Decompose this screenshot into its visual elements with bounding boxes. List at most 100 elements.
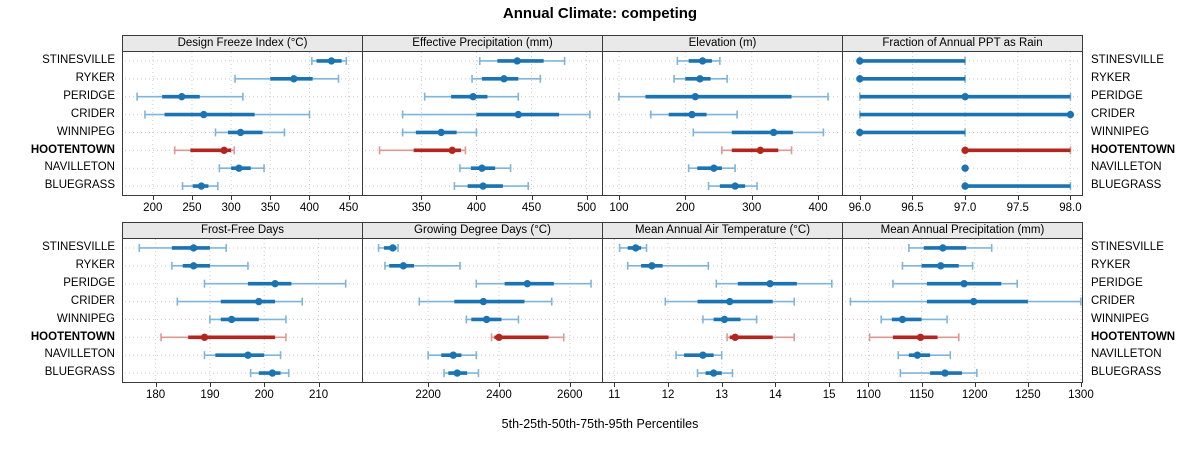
- axis-tick-label: 98.0: [1059, 202, 1082, 214]
- panel-plot-svg: [605, 239, 840, 382]
- city-label-bluegrass: BLUEGRASS: [44, 366, 115, 379]
- panel-plot-svg: [605, 52, 840, 195]
- axis-tick-mark: [498, 383, 500, 387]
- panel-5: Growing Degree Days (°C) 2200 2400 2600: [362, 222, 603, 404]
- axis-tick-label: 97.0: [953, 202, 977, 214]
- axis-tick-mark: [231, 196, 233, 200]
- panel-strip-title: Effective Precipitation (mm): [362, 35, 603, 52]
- axis-tick-mark: [974, 383, 976, 387]
- axis-tick-mark: [428, 383, 430, 387]
- axis-tick-label: 400: [466, 202, 487, 214]
- panel-axis: 1100 1150 1200 1250 1300: [843, 383, 1094, 404]
- city-labels-right: STINESVILLE RYKER PERIDGE CRIDER WINNIPEG HOO…: [1083, 222, 1200, 382]
- axis-tick-mark: [476, 196, 478, 200]
- axis-tick-label: 200: [675, 202, 695, 214]
- axis-tick-mark: [191, 196, 193, 200]
- axis-tick-label: 1250: [1015, 389, 1041, 401]
- axis-tick-mark: [155, 383, 157, 387]
- axis-tick-mark: [1027, 383, 1029, 387]
- axis-tick-label: 1300: [1068, 389, 1094, 401]
- panel-axis: 180 190 200 210: [123, 383, 362, 404]
- city-labels-left: STINESVILLE RYKER PERIDGE CRIDER WINNIPEG HOO…: [0, 222, 122, 382]
- axis-tick-label: 2600: [556, 389, 583, 401]
- panel-strip-title: Design Freeze Index (°C): [122, 35, 363, 52]
- panel-plot-area: [602, 239, 843, 383]
- city-label-winnipeg: WINNIPEG: [56, 125, 115, 138]
- axis-tick-label: 400: [299, 202, 320, 214]
- panel-strip-title: Mean Annual Precipitation (mm): [842, 222, 1083, 239]
- axis-tick-label: 1150: [909, 389, 934, 401]
- panel-plot-svg: [125, 239, 360, 382]
- panel-plot-svg: [845, 52, 1080, 195]
- axis-tick-label: 96.0: [848, 202, 872, 214]
- panel-plot-svg: [845, 239, 1082, 382]
- axis-tick-mark: [685, 196, 687, 200]
- axis-tick-label: 200: [254, 389, 274, 401]
- panel-plot-area: [602, 52, 843, 196]
- city-label-hootentown: HOOTENTOWN: [1091, 330, 1176, 343]
- axis-tick-mark: [829, 383, 831, 387]
- axis-tick-label: 1100: [856, 389, 881, 401]
- city-label-ryker: RYKER: [1091, 259, 1131, 272]
- panel-strip-title: Mean Annual Air Temperature (°C): [602, 222, 843, 239]
- city-label-hootentown: HOOTENTOWN: [1091, 143, 1176, 156]
- panel-0: Design Freeze Index (°C) 200 250 300 350 400 4…: [122, 35, 363, 217]
- axis-tick-mark: [569, 383, 571, 387]
- city-label-hootentown: HOOTENTOWN: [30, 330, 115, 343]
- city-labels-right: STINESVILLE RYKER PERIDGE CRIDER WINNIPEG HOO…: [1083, 35, 1200, 195]
- axis-tick-label: 15: [822, 389, 836, 401]
- panel-plot-svg: [365, 52, 600, 195]
- axis-tick-mark: [667, 383, 669, 387]
- axis-tick-mark: [775, 383, 777, 387]
- panel-plot-area: [122, 52, 363, 196]
- panel-2: Elevation (m) 100 200 300 400: [602, 35, 843, 217]
- panel-3: Fraction of Annual PPT as Rain 96.0 96.5 97…: [842, 35, 1083, 217]
- city-label-stinesville: STINESVILLE: [1091, 54, 1164, 67]
- panel-4: Frost-Free Days 180 190 200 210: [122, 222, 363, 404]
- city-label-winnipeg: WINNIPEG: [1091, 125, 1150, 138]
- city-label-bluegrass: BLUEGRASS: [1091, 366, 1162, 379]
- city-label-peridge: PERIDGE: [1091, 89, 1143, 102]
- axis-tick-mark: [264, 383, 266, 387]
- city-labels-left: STINESVILLE RYKER PERIDGE CRIDER WINNIPEG HOO…: [0, 35, 122, 195]
- axis-tick-label: 500: [576, 202, 597, 214]
- axis-tick-label: 180: [145, 389, 166, 401]
- axis-tick-mark: [152, 196, 154, 200]
- axis-tick-mark: [586, 196, 588, 200]
- axis-tick-mark: [818, 196, 820, 200]
- axis-tick-label: 450: [339, 202, 359, 214]
- axis-tick-label: 200: [143, 202, 163, 214]
- panel-plot-area: [122, 239, 363, 383]
- axis-tick-label: 250: [182, 202, 202, 214]
- city-label-crider: CRIDER: [70, 107, 115, 120]
- city-label-bluegrass: BLUEGRASS: [1091, 179, 1162, 192]
- panel-plot-area: [362, 52, 603, 196]
- axis-tick-label: 14: [768, 389, 782, 401]
- axis-tick-mark: [614, 383, 616, 387]
- city-label-crider: CRIDER: [1091, 294, 1136, 307]
- axis-tick-label: 96.5: [901, 202, 924, 214]
- panel-axis: 11 12 13 14 15: [603, 383, 842, 404]
- panel-axis: 350 400 450 500: [363, 196, 602, 217]
- axis-tick-mark: [348, 196, 350, 200]
- city-label-peridge: PERIDGE: [63, 276, 115, 289]
- axis-tick-label: 190: [200, 389, 220, 401]
- city-label-bluegrass: BLUEGRASS: [44, 179, 115, 192]
- axis-tick-mark: [751, 196, 753, 200]
- panel-plot-area: [362, 239, 603, 383]
- city-label-ryker: RYKER: [1091, 72, 1131, 85]
- chart-title: Annual Climate: competing: [502, 5, 698, 22]
- city-label-stinesville: STINESVILLE: [42, 54, 115, 67]
- panel-axis: 100 200 300 400: [603, 196, 842, 217]
- axis-tick-mark: [618, 196, 620, 200]
- axis-tick-mark: [209, 383, 211, 387]
- axis-tick-mark: [1017, 196, 1019, 200]
- axis-tick-mark: [859, 196, 861, 200]
- axis-tick-label: 210: [308, 389, 329, 401]
- axis-tick-label: 97.5: [1006, 202, 1029, 214]
- axis-tick-label: 450: [521, 202, 542, 214]
- city-label-navilleton: NAVILLETON: [1091, 348, 1162, 361]
- axis-tick-mark: [921, 383, 923, 387]
- city-label-hootentown: HOOTENTOWN: [30, 143, 115, 156]
- panel-strip-title: Fraction of Annual PPT as Rain: [842, 35, 1083, 52]
